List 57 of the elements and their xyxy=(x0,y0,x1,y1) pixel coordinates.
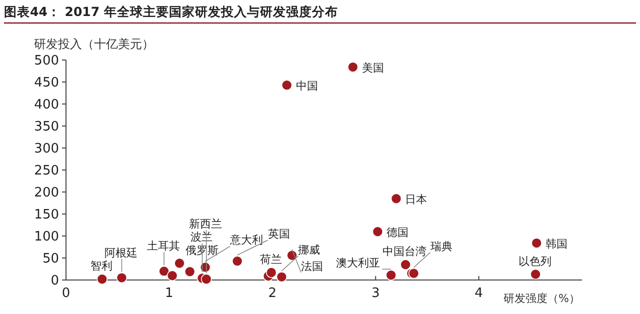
y-axis-title: 研发投入（十亿美元） xyxy=(34,37,154,51)
point xyxy=(530,268,541,280)
point xyxy=(158,266,170,277)
x-tick-label: 0 xyxy=(62,286,70,301)
point xyxy=(232,256,243,266)
x-tick-label: 2 xyxy=(268,286,277,301)
point xyxy=(386,270,396,281)
annotation: 阿根廷 xyxy=(104,246,138,260)
annotation: 土耳其 xyxy=(146,240,180,253)
point xyxy=(166,270,178,281)
point xyxy=(276,272,288,282)
annotation: 俄罗斯 xyxy=(186,244,219,257)
point xyxy=(96,274,108,285)
annotation: 韩国 xyxy=(546,238,568,251)
y-tick-label: 250 xyxy=(34,164,59,178)
annotation: 英国 xyxy=(268,228,290,241)
annotation: 日本 xyxy=(405,193,428,206)
y-tick-label: 350 xyxy=(34,120,59,134)
point xyxy=(281,80,292,90)
annotation: 澳大利亚 xyxy=(336,256,380,270)
annotation: 以色列 xyxy=(518,254,552,268)
point xyxy=(266,267,277,278)
point xyxy=(372,226,384,237)
y-tick-label: 500 xyxy=(34,54,59,68)
y-tick-label: 0 xyxy=(50,274,59,288)
annotation: 意大利 xyxy=(229,234,264,247)
annotation: 新西兰 xyxy=(189,218,222,231)
annotation: 中国 xyxy=(296,80,318,93)
y-tick-label: 200 xyxy=(34,186,59,200)
x-tick-label: 3 xyxy=(371,286,380,301)
annotation: 波兰 xyxy=(190,230,213,244)
annotation: 美国 xyxy=(362,62,384,75)
y-tick-label: 150 xyxy=(34,208,59,222)
annotation: 德国 xyxy=(386,226,409,240)
point xyxy=(174,258,185,269)
point xyxy=(347,62,358,72)
annotation: 中国台湾 xyxy=(382,245,427,258)
annotation: 挪威 xyxy=(298,243,320,256)
y-tick-label: 400 xyxy=(34,98,59,112)
annotation: 智利 xyxy=(90,260,113,273)
y-tick-label: 300 xyxy=(34,142,59,156)
annotation: 法国 xyxy=(301,260,324,273)
point xyxy=(390,193,402,204)
y-tick-label: 450 xyxy=(34,76,59,90)
point xyxy=(184,266,196,278)
y-tick-label: 50 xyxy=(42,252,59,266)
y-tick-label: 100 xyxy=(34,230,59,244)
point xyxy=(531,238,542,248)
chart-title: 图表44： 2017 年全球主要国家研发投入与研发强度分布 xyxy=(4,4,338,19)
point xyxy=(116,272,128,284)
x-tick-label: 4 xyxy=(474,286,483,301)
annotation: 荷兰 xyxy=(260,253,282,266)
x-axis-title: 研发强度（%） xyxy=(504,292,580,305)
annotation: 瑞典 xyxy=(430,240,452,253)
point xyxy=(200,274,212,285)
x-tick-label: 1 xyxy=(165,286,174,301)
point xyxy=(400,259,411,270)
